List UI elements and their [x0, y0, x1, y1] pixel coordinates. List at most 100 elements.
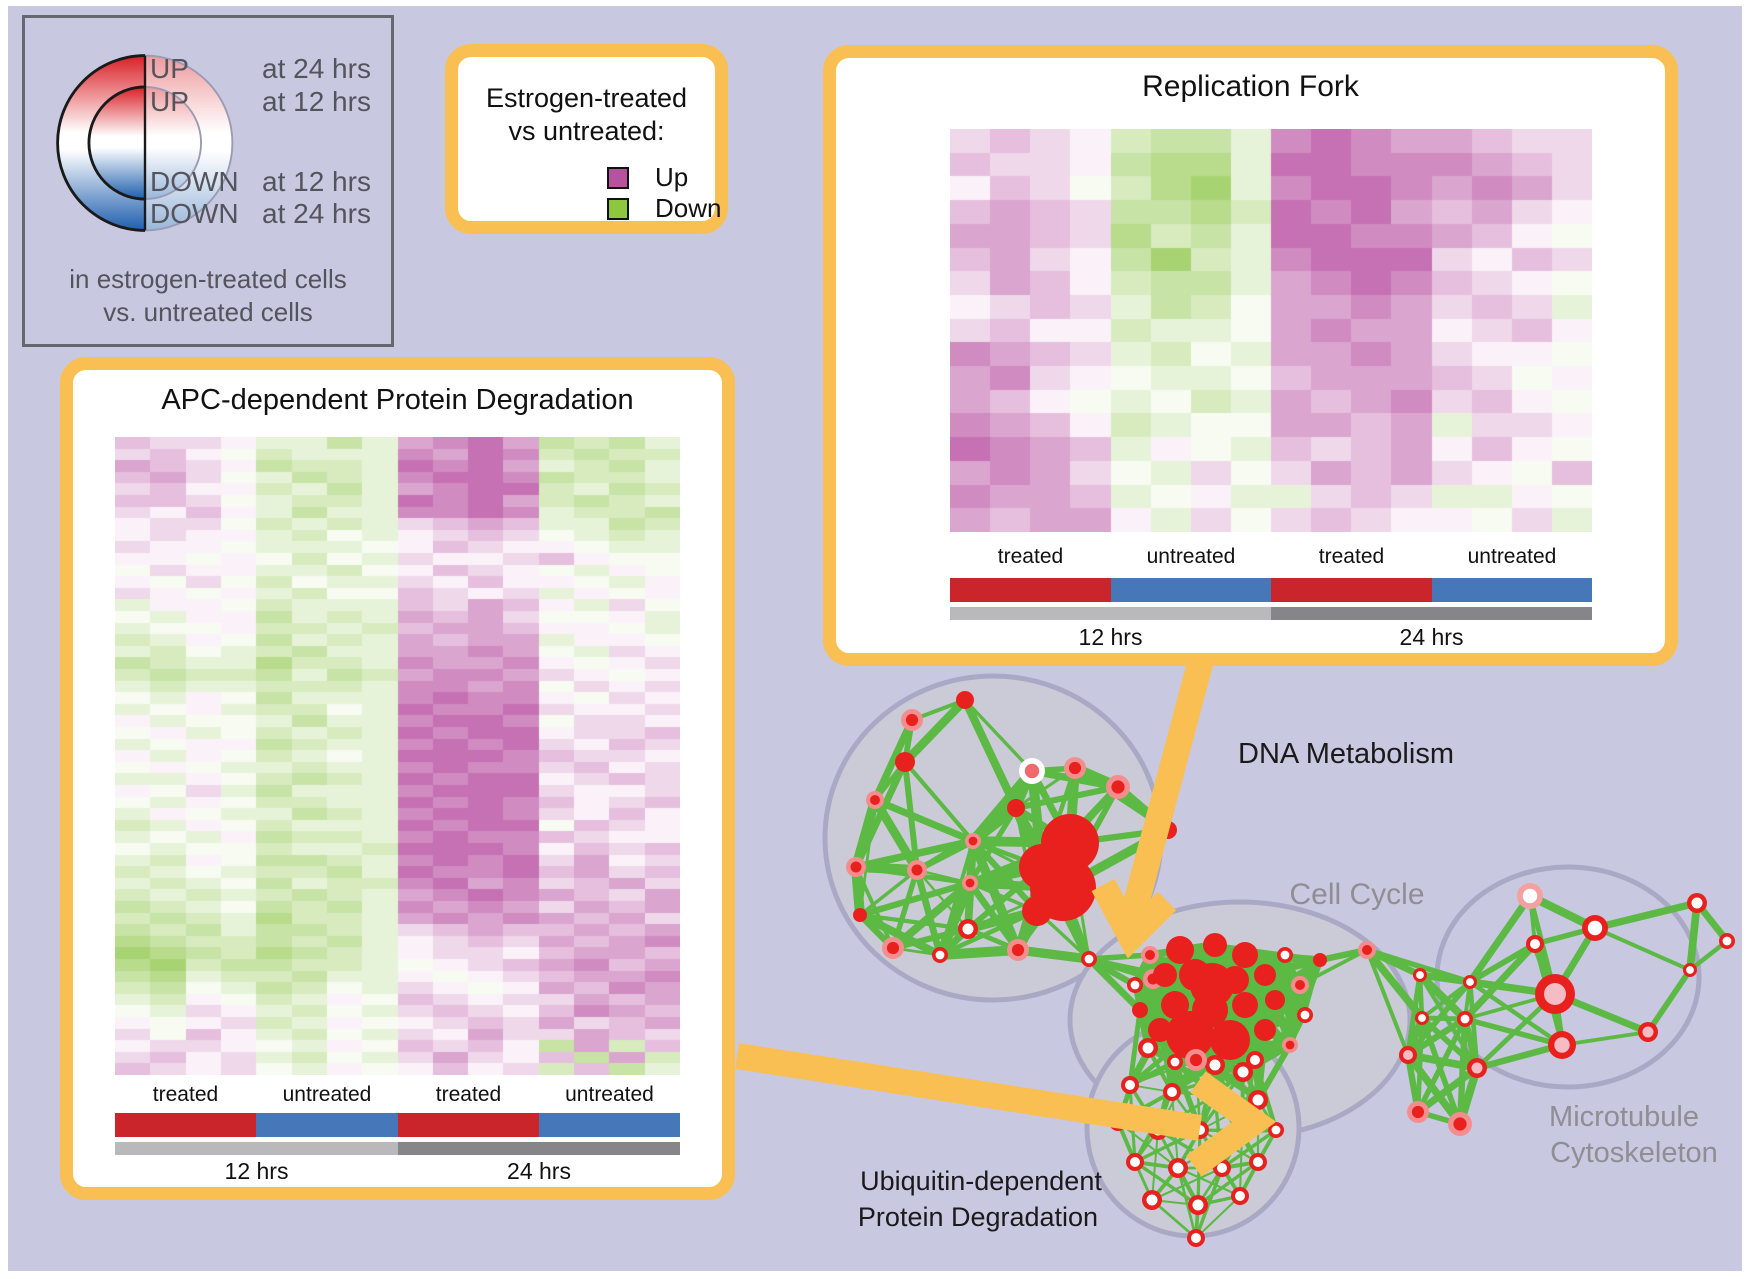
network-edge: [1419, 971, 1471, 986]
apc-24hrs-label: 24 hrs: [507, 1158, 571, 1184]
apc-group-label-1: treated: [152, 1083, 219, 1106]
network-edge: [854, 866, 895, 949]
network-node-center: [1522, 888, 1538, 904]
rf-group-label-1: treated: [997, 545, 1064, 568]
network-node-center: [1418, 1014, 1426, 1022]
rf-12hrs-label: 12 hrs: [1078, 624, 1143, 650]
network-node-center: [1252, 1094, 1264, 1106]
network-node[interactable]: [956, 691, 974, 709]
apc-degradation-title: APC-dependent Protein Degradation: [161, 384, 634, 416]
network-node-center: [905, 713, 919, 727]
network-node-center: [1024, 763, 1040, 779]
network-node-center: [1011, 943, 1025, 957]
apc-12hrs-bar: [115, 1142, 398, 1155]
network-node[interactable]: [1203, 933, 1227, 957]
network-edge: [1464, 1016, 1563, 1048]
legend-up-12-time: at 12 hrs: [262, 86, 371, 117]
network-node[interactable]: [1221, 966, 1249, 994]
apc-group-label-4: untreated: [565, 1083, 654, 1106]
network-node[interactable]: [1161, 991, 1189, 1019]
network-node-center: [1280, 950, 1290, 960]
legend-down-12-dir: DOWN: [150, 166, 239, 197]
network-edge: [1476, 1041, 1563, 1072]
network-edge: [963, 698, 1034, 773]
network-node[interactable]: [1254, 1019, 1276, 1041]
network-node-center: [1403, 1050, 1413, 1060]
network-node-center: [1142, 1042, 1154, 1054]
network-node-center: [1237, 1066, 1249, 1078]
network-edge: [1686, 902, 1701, 971]
network-node[interactable]: [1265, 990, 1285, 1010]
apc-untreated-bar-24: [539, 1113, 680, 1137]
replication-fork-title: Replication Fork: [1142, 70, 1359, 103]
color-key-title-line1: Estrogen-treated: [485, 83, 688, 113]
microtubule-label-line2: Cytoskeleton: [1550, 1137, 1718, 1169]
network-edge: [1418, 973, 1479, 1070]
network-node[interactable]: [1254, 964, 1276, 986]
network-node-center: [1172, 1162, 1184, 1174]
network-edge: [1415, 1017, 1468, 1114]
down-swatch-label: Down: [655, 193, 722, 223]
network-node-center: [1145, 950, 1155, 960]
apc-group-label-2: untreated: [282, 1083, 372, 1106]
network-node[interactable]: [1232, 992, 1258, 1018]
network-edge: [1088, 952, 1151, 962]
network-edge: [961, 698, 1020, 810]
network-edge: [1405, 1052, 1463, 1127]
network-node-center: [1209, 1059, 1221, 1071]
network-edge: [1015, 784, 1119, 811]
network-node[interactable]: [1022, 896, 1052, 926]
network-edge: [1177, 1166, 1241, 1198]
network-node-center: [870, 795, 880, 805]
network-node[interactable]: [1132, 1002, 1148, 1018]
network-node-center: [911, 864, 923, 876]
legend-up-24-dir: UP: [150, 53, 189, 84]
network-node[interactable]: [1210, 1020, 1250, 1060]
network-node-center: [962, 923, 974, 935]
network-edge: [1417, 972, 1468, 1022]
network-node[interactable]: [1232, 942, 1258, 968]
network-node[interactable]: [1179, 959, 1211, 991]
network-node[interactable]: [1153, 963, 1177, 987]
network-node-center: [850, 861, 862, 873]
network-node[interactable]: [1166, 1011, 1214, 1059]
legend-footer-line1: in estrogen-treated cells: [69, 264, 347, 294]
legend-down-24-time: at 24 hrs: [262, 198, 371, 229]
color-key-title-line2: vs untreated:: [508, 116, 665, 146]
network-node-center: [1235, 1191, 1245, 1201]
network-node-center: [1722, 936, 1732, 946]
network-edge: [859, 879, 971, 919]
network-edge: [1017, 945, 1090, 964]
apc-12hrs-label: 12 hrs: [224, 1158, 289, 1184]
network-node[interactable]: [1007, 799, 1025, 817]
apc-24hrs-bar: [398, 1142, 680, 1155]
network-edge: [873, 796, 975, 845]
rf-treated-bar-12: [950, 578, 1111, 602]
network-node[interactable]: [895, 752, 915, 772]
network-node-center: [1146, 1194, 1158, 1206]
rf-group-label-4: untreated: [1467, 545, 1557, 568]
dna-metabolism-label: DNA Metabolism: [1238, 738, 1454, 770]
replication-fork-heatmap: [950, 129, 1592, 532]
network-edge: [1129, 1059, 1197, 1086]
network-node[interactable]: [1148, 1018, 1172, 1042]
network-node-center: [1130, 980, 1140, 990]
network-edge: [935, 881, 975, 957]
legend-up-24-time: at 24 hrs: [262, 53, 371, 84]
network-edge: [1594, 926, 1691, 972]
network-node[interactable]: [1019, 844, 1065, 890]
microtubule-label-line1: Microtubule: [1549, 1101, 1699, 1133]
legend-down-24-dir: DOWN: [150, 198, 239, 229]
apc-untreated-bar-12: [256, 1113, 398, 1137]
network-node[interactable]: [1313, 953, 1327, 967]
network-node[interactable]: [1166, 936, 1194, 964]
network-edge: [1286, 958, 1324, 1047]
network-node-center: [1130, 1157, 1140, 1167]
network-node-center: [1544, 983, 1566, 1005]
network-node[interactable]: [853, 908, 867, 922]
network-edge: [858, 868, 919, 917]
network-node-center: [1253, 1157, 1263, 1167]
network-node-center: [1530, 939, 1540, 949]
network-edge: [1468, 941, 1537, 985]
